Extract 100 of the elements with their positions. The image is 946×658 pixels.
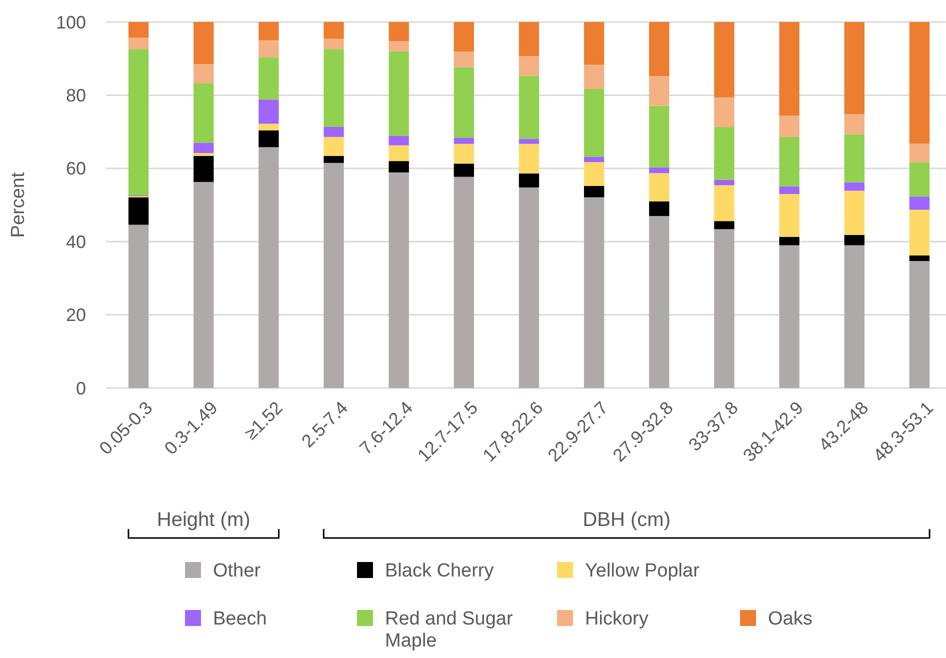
bar bbox=[388, 22, 409, 42]
legend-label: Beech bbox=[213, 608, 267, 630]
text: DBH (cm) bbox=[582, 509, 670, 531]
bar bbox=[714, 97, 734, 128]
bar bbox=[714, 229, 734, 388]
bar bbox=[128, 22, 149, 38]
bar bbox=[584, 88, 604, 157]
bar bbox=[324, 126, 344, 137]
bar bbox=[518, 56, 540, 76]
bar bbox=[844, 134, 864, 182]
legend-label: Hickory bbox=[585, 608, 649, 630]
bar bbox=[194, 64, 214, 84]
bar bbox=[649, 76, 670, 106]
bar bbox=[649, 216, 670, 388]
bar bbox=[909, 210, 930, 256]
bar bbox=[518, 76, 540, 139]
bar bbox=[324, 22, 344, 39]
bar bbox=[844, 182, 864, 191]
bar bbox=[454, 22, 474, 52]
bar bbox=[779, 186, 800, 194]
bar bbox=[258, 124, 279, 130]
bar bbox=[388, 51, 409, 136]
legend-label: Red and Sugar Maple bbox=[385, 608, 514, 652]
bar bbox=[194, 153, 214, 156]
bar bbox=[324, 38, 344, 50]
legend-label: Oaks bbox=[768, 608, 812, 630]
bar bbox=[714, 221, 734, 230]
bar bbox=[518, 22, 540, 56]
bar bbox=[844, 235, 864, 246]
bar bbox=[909, 256, 930, 261]
bar bbox=[584, 186, 604, 198]
bar bbox=[258, 100, 279, 124]
legend-label: Yellow Poplar bbox=[585, 560, 700, 582]
bar bbox=[909, 196, 930, 210]
bar bbox=[454, 164, 474, 177]
bar bbox=[844, 114, 864, 134]
bar bbox=[388, 41, 409, 52]
y-tick-label: 0 bbox=[76, 378, 86, 398]
legend-label: Black Cherry bbox=[385, 560, 494, 582]
bar bbox=[194, 156, 214, 182]
bar bbox=[194, 142, 214, 154]
bar bbox=[454, 138, 474, 144]
bar bbox=[258, 22, 279, 40]
bar bbox=[844, 22, 864, 114]
bar bbox=[324, 162, 344, 388]
bar bbox=[844, 190, 864, 236]
bar bbox=[779, 22, 800, 116]
bar bbox=[584, 64, 604, 89]
bar bbox=[258, 40, 279, 58]
bar bbox=[518, 187, 540, 388]
bar bbox=[584, 22, 604, 65]
bar bbox=[194, 83, 214, 143]
bar bbox=[454, 144, 474, 164]
bar bbox=[194, 22, 214, 64]
bar bbox=[779, 236, 800, 246]
bar bbox=[779, 194, 800, 237]
y-tick-label: 80 bbox=[66, 86, 86, 106]
bar bbox=[258, 57, 279, 100]
bar bbox=[714, 180, 734, 186]
bar bbox=[388, 136, 409, 146]
bar bbox=[128, 38, 149, 50]
bar bbox=[128, 197, 149, 225]
y-tick-label: 60 bbox=[66, 158, 86, 179]
bar bbox=[584, 197, 604, 388]
bar bbox=[388, 145, 409, 162]
bar bbox=[584, 156, 604, 162]
bar bbox=[649, 173, 670, 202]
bar bbox=[909, 22, 930, 144]
bar bbox=[324, 156, 344, 163]
bar bbox=[454, 67, 474, 138]
bar bbox=[454, 52, 474, 68]
bar bbox=[909, 144, 930, 162]
bar bbox=[779, 116, 800, 137]
bar bbox=[649, 106, 670, 168]
bar bbox=[909, 261, 930, 388]
legend-label: Other bbox=[213, 560, 262, 582]
y-tick-label: 100 bbox=[56, 12, 86, 32]
bar bbox=[324, 136, 344, 156]
bar bbox=[714, 22, 734, 98]
bar bbox=[194, 182, 214, 388]
bar bbox=[649, 201, 670, 216]
bar bbox=[324, 49, 344, 127]
text: Height (m) bbox=[156, 509, 250, 531]
bar bbox=[844, 245, 864, 388]
bar bbox=[779, 245, 800, 388]
bar bbox=[518, 174, 540, 188]
y-tick-label: 40 bbox=[66, 232, 86, 252]
bar bbox=[454, 176, 474, 388]
bar bbox=[909, 162, 930, 197]
bar bbox=[258, 130, 279, 148]
bar bbox=[128, 49, 149, 196]
bar bbox=[584, 162, 604, 186]
bar bbox=[258, 147, 279, 388]
bar bbox=[518, 144, 540, 174]
y-axis-title: Percent bbox=[8, 172, 29, 238]
bar bbox=[388, 172, 409, 388]
bar bbox=[518, 138, 540, 144]
bar bbox=[649, 22, 670, 76]
bar bbox=[388, 161, 409, 172]
bar bbox=[714, 185, 734, 222]
